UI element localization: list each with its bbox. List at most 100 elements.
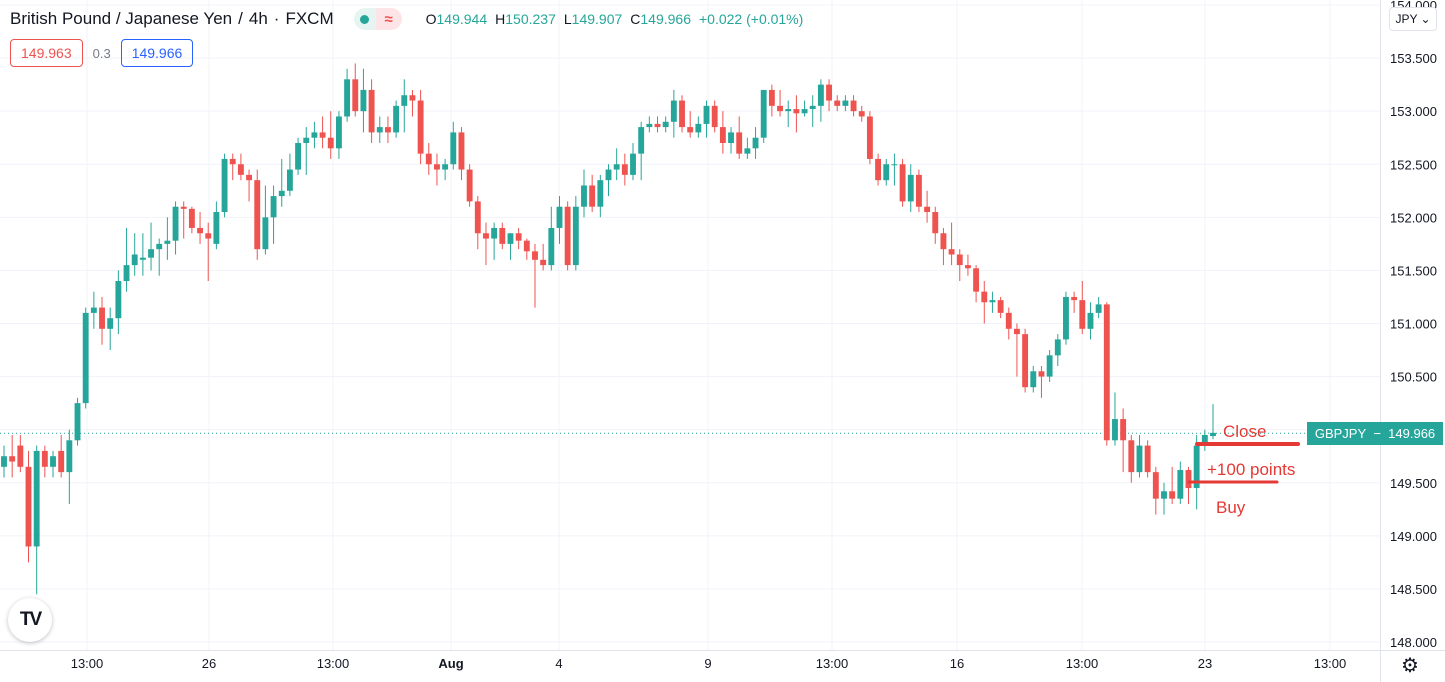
candle-body xyxy=(850,100,857,112)
x-tick-label: Aug xyxy=(438,656,463,671)
x-tick-label: 16 xyxy=(950,656,964,671)
candle-body xyxy=(25,466,32,547)
candle-body xyxy=(581,185,587,207)
candle-body xyxy=(711,105,718,128)
candle-body xyxy=(564,206,571,266)
candle-body xyxy=(352,79,359,112)
candle-body xyxy=(1079,300,1086,329)
gear-icon[interactable]: ⚙ xyxy=(1401,655,1419,677)
candle-body xyxy=(817,84,824,106)
candle-body xyxy=(752,137,759,149)
candle-body xyxy=(1046,355,1053,377)
candle-body xyxy=(540,259,547,266)
last-price-tag: GBPJPY − 149.966 xyxy=(1307,422,1443,445)
y-tick-label: 148.500 xyxy=(1390,582,1437,597)
close-value: 149.966 xyxy=(640,11,691,27)
tradingview-logo-icon[interactable]: TV xyxy=(8,598,52,642)
candle-body xyxy=(425,153,432,165)
chevron-down-icon: ⌄ xyxy=(1420,12,1431,26)
candle-body xyxy=(1177,470,1184,499)
x-tick-label: 13:00 xyxy=(71,656,104,671)
candle-body xyxy=(515,233,522,241)
candle-body xyxy=(654,123,661,128)
x-tick-label: 13:00 xyxy=(1066,656,1099,671)
candle-body xyxy=(82,312,89,404)
candle-body xyxy=(58,450,65,473)
candle-body xyxy=(1193,445,1200,489)
candle-body xyxy=(123,265,130,282)
candle-body xyxy=(932,212,939,234)
candle-body xyxy=(384,127,391,133)
candle-body xyxy=(858,111,865,117)
candle-body xyxy=(115,281,122,319)
x-tick-label: 13:00 xyxy=(816,656,849,671)
candle-body xyxy=(205,233,212,239)
wave-icon: ≈ xyxy=(375,8,402,30)
candle-body xyxy=(327,137,334,149)
candle-body xyxy=(891,164,898,166)
candle-body xyxy=(621,164,628,175)
x-tick-label: 23 xyxy=(1198,656,1212,671)
candle-body xyxy=(262,217,269,250)
candle-body xyxy=(409,95,416,101)
interval-label[interactable]: 4h xyxy=(248,9,268,28)
currency-button[interactable]: JPY ⌄ xyxy=(1389,7,1437,31)
y-tick-label: 149.000 xyxy=(1390,529,1437,544)
candle-body xyxy=(360,89,367,112)
candle-body xyxy=(499,227,506,244)
candle-body xyxy=(842,100,849,106)
candle-body xyxy=(1014,328,1020,335)
candle-body xyxy=(785,109,792,112)
candle-body xyxy=(1103,304,1110,441)
y-tick-label: 153.500 xyxy=(1390,51,1437,66)
candle-body xyxy=(164,240,171,244)
sell-button[interactable]: 149.963 xyxy=(10,39,83,67)
market-status[interactable]: ≈ xyxy=(353,8,402,30)
symbol-title[interactable]: British Pound / Japanese Yen xyxy=(10,9,233,28)
candle-body xyxy=(270,196,277,218)
candle-body xyxy=(646,123,653,128)
candle-body xyxy=(768,89,775,106)
candle-body xyxy=(99,307,105,329)
low-value: 149.907 xyxy=(571,11,623,27)
candle-body xyxy=(613,164,620,170)
candle-body xyxy=(1022,334,1029,388)
candle-body xyxy=(139,257,146,260)
candle-body xyxy=(74,403,81,441)
candle-body xyxy=(924,206,931,213)
candle-body xyxy=(507,233,514,244)
price-tag-symbol: GBPJPY xyxy=(1314,426,1367,441)
candle-body xyxy=(572,206,579,266)
candle-body xyxy=(254,180,261,250)
candle-body xyxy=(221,158,228,213)
candle-body xyxy=(466,169,473,202)
candle-body xyxy=(523,240,530,252)
candle-body xyxy=(1095,304,1102,313)
candle-body xyxy=(940,233,947,250)
price-tag-value: 149.966 xyxy=(1388,426,1436,441)
candle-body xyxy=(1136,445,1143,473)
candle-body xyxy=(1063,296,1069,340)
candle-body xyxy=(670,100,677,122)
candle-body xyxy=(131,254,138,266)
annotation-buy: Buy xyxy=(1216,498,1246,517)
candle-body xyxy=(1169,491,1176,499)
candle-body xyxy=(695,123,702,133)
candle-body xyxy=(997,300,1004,313)
buy-button[interactable]: 149.966 xyxy=(120,39,194,67)
y-tick-label: 152.500 xyxy=(1390,157,1437,172)
candle-body xyxy=(793,109,800,114)
candle-body xyxy=(597,180,604,207)
candle-body xyxy=(335,116,342,149)
annotation-close: Close xyxy=(1223,422,1267,441)
x-tick-label: 9 xyxy=(704,656,711,671)
candle-body xyxy=(703,105,710,124)
candle-body xyxy=(826,84,833,101)
candle-body xyxy=(809,105,816,110)
title-dot: · xyxy=(273,9,280,28)
candle-body xyxy=(1112,419,1118,441)
change-value: +0.022 (+0.01%) xyxy=(699,11,804,27)
candle-body xyxy=(180,206,187,209)
chart-header: British Pound / Japanese Yen / 4h · FXCM… xyxy=(10,8,803,30)
